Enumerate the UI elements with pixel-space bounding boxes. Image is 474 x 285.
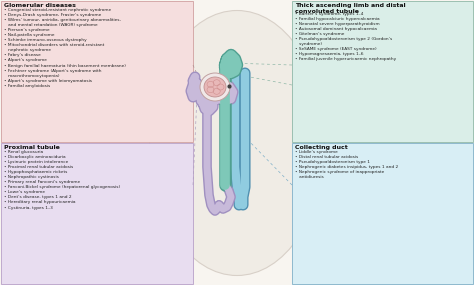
Text: • Bartter’s syndrome, types 1–4
• Familial hypocalciuric hypercalcaemia
• Neonat: • Bartter’s syndrome, types 1–4 • Famili…	[295, 12, 396, 62]
Text: • Liddle’s syndrome
• Distal renal tubular acidosis
• Pseudohypoaldosteronism ty: • Liddle’s syndrome • Distal renal tubul…	[295, 150, 398, 179]
Text: Collecting duct: Collecting duct	[295, 145, 348, 150]
Text: Glomerular diseases: Glomerular diseases	[4, 3, 76, 8]
Text: • Congenital steroid-resistant nephrotic syndrome
• Denys-Drash syndrome, Frasie: • Congenital steroid-resistant nephrotic…	[4, 8, 126, 88]
FancyBboxPatch shape	[1, 143, 193, 284]
FancyBboxPatch shape	[1, 1, 193, 142]
Ellipse shape	[149, 11, 325, 276]
Text: • Renal glucosuria
• Dicarboxylic aminoaciduria
• Lysinuric protein intolerance
: • Renal glucosuria • Dicarboxylic aminoa…	[4, 150, 120, 209]
FancyBboxPatch shape	[292, 1, 473, 142]
Ellipse shape	[204, 77, 226, 97]
Text: Proximal tubule: Proximal tubule	[4, 145, 60, 150]
Ellipse shape	[200, 73, 230, 101]
Text: Thick ascending limb and distal
convoluted tubule: Thick ascending limb and distal convolut…	[295, 3, 406, 14]
FancyBboxPatch shape	[292, 143, 473, 284]
